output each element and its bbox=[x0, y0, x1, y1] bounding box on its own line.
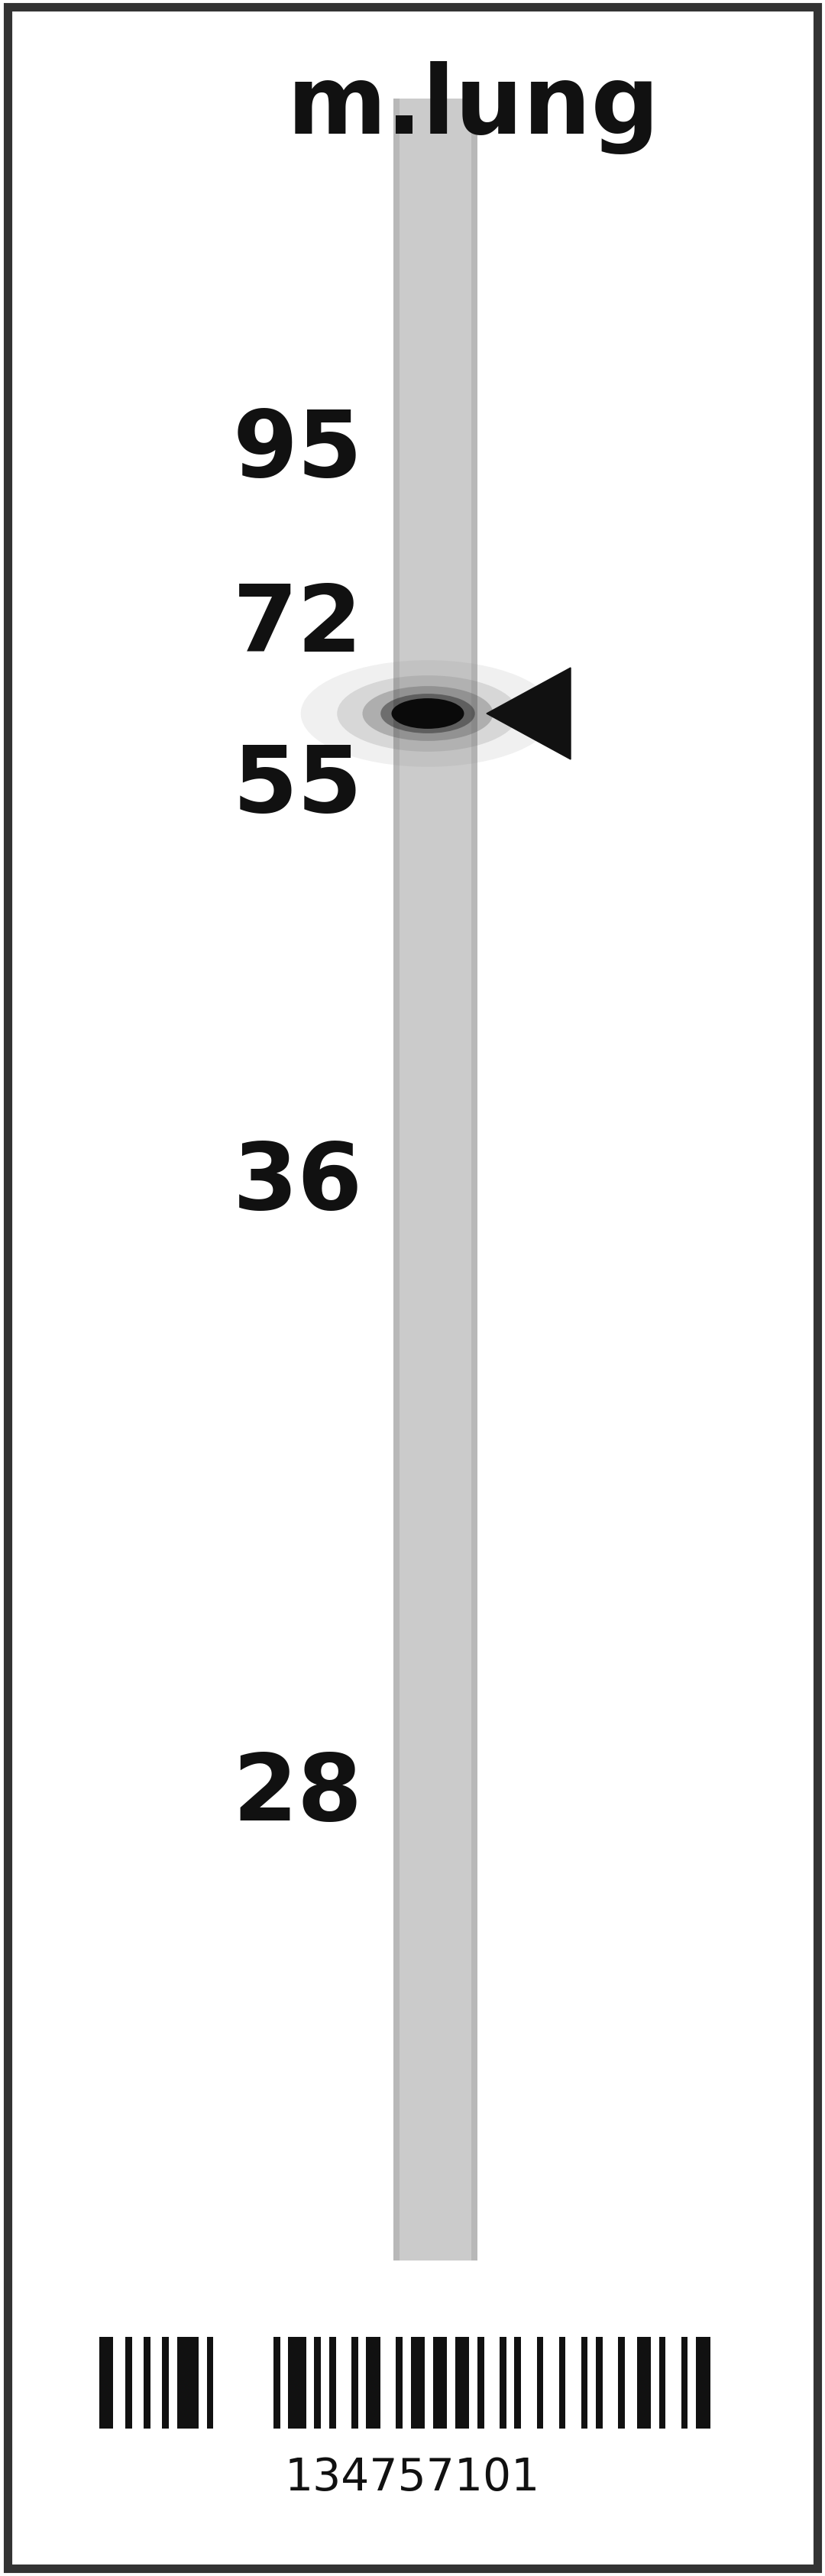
Text: 55: 55 bbox=[233, 742, 363, 832]
Bar bbox=[207, 2336, 214, 2429]
Text: m.lung: m.lung bbox=[287, 62, 660, 155]
Ellipse shape bbox=[362, 688, 493, 742]
Bar bbox=[177, 2336, 199, 2429]
Bar bbox=[125, 2336, 132, 2429]
Bar bbox=[99, 2336, 113, 2429]
Bar bbox=[329, 2336, 336, 2429]
Bar bbox=[351, 2336, 358, 2429]
Text: 95: 95 bbox=[233, 407, 363, 495]
Bar bbox=[581, 2336, 587, 2429]
Polygon shape bbox=[487, 667, 571, 760]
Bar bbox=[274, 2336, 280, 2429]
Text: 134757101: 134757101 bbox=[285, 2455, 540, 2499]
Bar bbox=[559, 2336, 566, 2429]
Bar bbox=[314, 2336, 321, 2429]
Bar bbox=[596, 2336, 602, 2429]
Bar bbox=[411, 2336, 425, 2429]
Bar bbox=[537, 2336, 544, 2429]
Bar bbox=[478, 2336, 484, 2429]
Bar bbox=[433, 2336, 447, 2429]
Bar bbox=[500, 2336, 507, 2429]
Bar bbox=[515, 2336, 521, 2429]
Text: 36: 36 bbox=[233, 1139, 363, 1229]
Bar bbox=[163, 2336, 169, 2429]
Bar bbox=[288, 2336, 306, 2429]
Ellipse shape bbox=[380, 696, 475, 734]
Bar bbox=[659, 2336, 666, 2429]
Ellipse shape bbox=[337, 675, 518, 752]
Text: 72: 72 bbox=[233, 582, 363, 670]
Bar bbox=[144, 2336, 150, 2429]
Ellipse shape bbox=[392, 698, 464, 729]
Bar bbox=[366, 2336, 380, 2429]
Bar bbox=[394, 100, 478, 2262]
Bar bbox=[681, 2336, 688, 2429]
Bar bbox=[396, 2336, 403, 2429]
Bar bbox=[394, 100, 399, 2262]
Bar bbox=[618, 2336, 625, 2429]
Bar bbox=[399, 100, 471, 2262]
Bar bbox=[637, 2336, 651, 2429]
Ellipse shape bbox=[301, 662, 554, 768]
Bar bbox=[471, 100, 478, 2262]
Bar bbox=[696, 2336, 710, 2429]
Text: 28: 28 bbox=[233, 1749, 363, 1839]
Bar bbox=[455, 2336, 469, 2429]
